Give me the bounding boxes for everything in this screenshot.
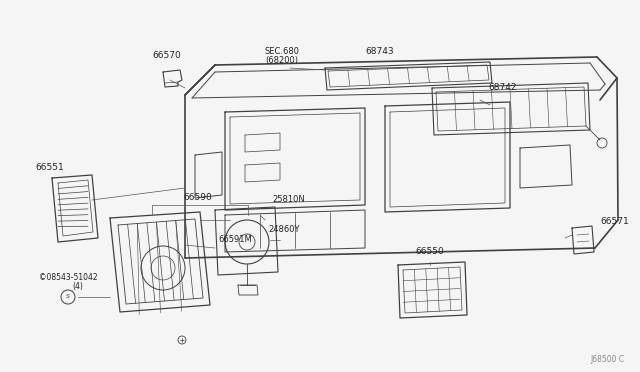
Text: (68200): (68200) xyxy=(266,57,298,65)
Text: 66551: 66551 xyxy=(36,164,65,173)
Text: ©08543-51042: ©08543-51042 xyxy=(38,273,97,282)
Text: J68500 C: J68500 C xyxy=(591,356,625,365)
Text: 66571: 66571 xyxy=(600,218,628,227)
Text: SEC.680: SEC.680 xyxy=(264,48,300,57)
Text: 66590: 66590 xyxy=(184,193,212,202)
Text: 66570: 66570 xyxy=(152,51,181,60)
Text: 68742: 68742 xyxy=(488,83,516,92)
Text: (4): (4) xyxy=(72,282,83,292)
Text: 25810N: 25810N xyxy=(272,196,305,205)
Text: 66550: 66550 xyxy=(415,247,444,257)
Text: 24860Y: 24860Y xyxy=(268,225,300,234)
Text: 68743: 68743 xyxy=(365,48,394,57)
Text: S: S xyxy=(66,295,70,299)
Text: 66591M: 66591M xyxy=(218,235,252,244)
